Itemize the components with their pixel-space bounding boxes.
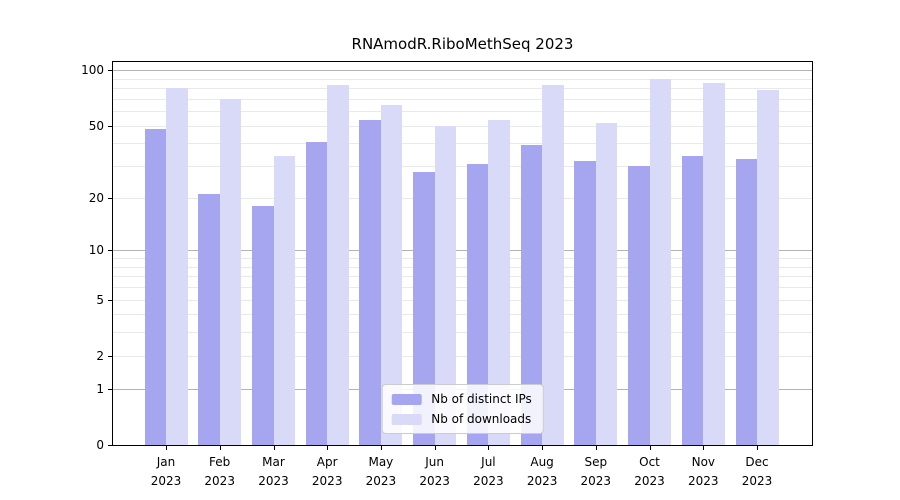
y-axis-tick-mark bbox=[108, 197, 112, 199]
x-axis-tick-label: Mar 2023 bbox=[258, 455, 289, 488]
x-axis-tick-label: Jul 2023 bbox=[473, 455, 504, 488]
legend-swatch-distinct-ips-icon bbox=[391, 393, 422, 405]
x-axis-tick-mark bbox=[595, 446, 597, 450]
bar-distinct-ips bbox=[413, 171, 435, 445]
gridline-minor bbox=[113, 332, 812, 334]
y-axis-tick-mark bbox=[108, 250, 112, 252]
x-axis-tick-mark bbox=[219, 446, 221, 450]
bar-downloads bbox=[542, 85, 564, 445]
x-axis-tick-mark bbox=[166, 446, 167, 450]
gridline-minor bbox=[113, 299, 812, 301]
legend-label-distinct-ips: Nb of distinct IPs bbox=[431, 392, 532, 406]
x-axis-tick-label: Sep 2023 bbox=[580, 455, 612, 488]
x-axis-tick-label: Apr 2023 bbox=[311, 455, 343, 488]
plot-area: Nb of distinct IPs Nb of downloads bbox=[112, 61, 813, 446]
bar-downloads bbox=[273, 156, 295, 445]
bar-distinct-ips bbox=[520, 145, 543, 445]
bar-downloads bbox=[649, 78, 671, 445]
y-axis-tick-label: 2 bbox=[96, 348, 104, 363]
bar-distinct-ips bbox=[735, 158, 757, 445]
x-axis-tick-mark bbox=[327, 446, 329, 450]
y-axis-tick-mark bbox=[108, 299, 112, 301]
y-axis-tick-mark bbox=[108, 445, 112, 446]
gridline-minor bbox=[113, 125, 812, 127]
bar-distinct-ips bbox=[574, 161, 596, 445]
y-axis-tick-mark bbox=[108, 125, 112, 127]
legend-item-downloads: Nb of downloads bbox=[391, 412, 532, 426]
gridline-minor bbox=[113, 287, 812, 288]
gridline-minor bbox=[113, 88, 812, 90]
x-axis-tick-mark bbox=[703, 446, 705, 450]
bar-downloads bbox=[380, 104, 403, 445]
y-axis-tick-label: 0 bbox=[96, 438, 104, 452]
gridline-minor bbox=[113, 166, 812, 168]
bar-distinct-ips bbox=[144, 128, 166, 445]
x-axis-tick-mark bbox=[649, 446, 651, 450]
bar-downloads bbox=[219, 98, 242, 445]
y-axis-tick-label: 20 bbox=[88, 190, 104, 205]
x-axis-tick-mark bbox=[380, 446, 382, 450]
x-axis-tick-mark bbox=[273, 446, 275, 450]
bar-distinct-ips bbox=[359, 119, 381, 445]
legend-item-distinct-ips: Nb of distinct IPs bbox=[391, 392, 532, 406]
x-axis-tick-mark bbox=[488, 446, 490, 450]
x-axis-tick-label: May 2023 bbox=[365, 455, 397, 488]
bar-downloads bbox=[703, 83, 725, 445]
legend: Nb of distinct IPs Nb of downloads bbox=[381, 384, 544, 434]
y-axis-tick-label: 1 bbox=[96, 381, 104, 396]
gridline-major bbox=[113, 250, 812, 252]
x-axis-tick-mark bbox=[434, 446, 436, 450]
y-axis-tick-label: 5 bbox=[96, 292, 104, 307]
legend-label-downloads: Nb of downloads bbox=[431, 412, 532, 426]
x-axis-tick-label: Aug 2023 bbox=[526, 455, 558, 488]
gridline-minor bbox=[113, 258, 812, 259]
y-axis-tick-mark bbox=[108, 355, 112, 357]
bar-downloads bbox=[434, 125, 457, 445]
y-axis-tick-label: 10 bbox=[88, 243, 104, 258]
x-axis-tick-label: Feb 2023 bbox=[204, 455, 235, 488]
gridline-minor bbox=[113, 355, 812, 357]
gridline-minor bbox=[113, 98, 812, 100]
bar-distinct-ips bbox=[466, 163, 489, 445]
bar-downloads bbox=[327, 85, 349, 445]
bar-distinct-ips bbox=[628, 166, 650, 445]
bar-distinct-ips bbox=[252, 205, 274, 445]
gridline-minor bbox=[113, 314, 812, 316]
x-axis-tick-label: Jan 2023 bbox=[150, 455, 182, 488]
gridline-minor bbox=[113, 276, 812, 278]
bar-distinct-ips bbox=[681, 156, 704, 445]
gridline-major bbox=[113, 70, 812, 72]
bar-distinct-ips bbox=[305, 141, 328, 445]
x-axis-tick-label: Oct 2023 bbox=[634, 455, 665, 488]
gridline-minor bbox=[113, 143, 812, 145]
x-axis-tick-label: Nov 2023 bbox=[688, 455, 719, 488]
bar-downloads bbox=[166, 88, 188, 445]
bar-downloads bbox=[488, 119, 510, 445]
y-axis-tick-mark bbox=[108, 70, 112, 72]
gridline-minor bbox=[113, 197, 812, 199]
y-axis-tick-label: 100 bbox=[81, 63, 104, 78]
x-axis-tick-label: Dec 2023 bbox=[741, 455, 773, 488]
bar-downloads bbox=[757, 90, 779, 445]
bar-downloads bbox=[595, 122, 618, 445]
legend-swatch-downloads-icon bbox=[391, 413, 422, 425]
y-axis-tick-label: 50 bbox=[88, 118, 104, 133]
bar-distinct-ips bbox=[198, 194, 220, 445]
x-axis-tick-mark bbox=[542, 446, 544, 450]
x-axis-tick-mark bbox=[757, 446, 758, 450]
y-axis-tick-mark bbox=[108, 388, 112, 390]
gridline-minor bbox=[113, 266, 812, 268]
x-axis-tick-label: Jun 2023 bbox=[419, 455, 450, 488]
gridline-minor bbox=[113, 111, 812, 113]
chart-title: RNAmodR.RiboMethSeq 2023 bbox=[351, 35, 574, 53]
gridline-minor bbox=[113, 78, 812, 80]
